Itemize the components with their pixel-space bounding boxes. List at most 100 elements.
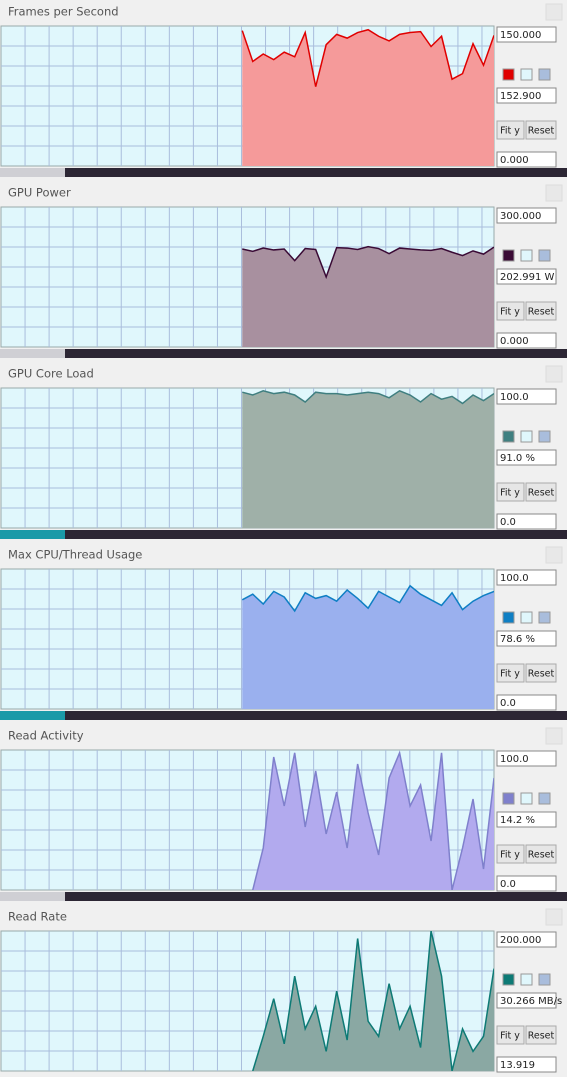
- color-swatch[interactable]: [502, 973, 515, 986]
- grid-swatch[interactable]: [538, 430, 551, 443]
- grid-swatch[interactable]: [538, 249, 551, 262]
- series-inner: [242, 245, 494, 347]
- series-area: [242, 585, 494, 709]
- divider-accent: [0, 892, 65, 901]
- current-label-box: [496, 811, 557, 828]
- min-label: 0.000: [500, 155, 529, 166]
- series-line: [241, 584, 494, 613]
- series: [252, 931, 494, 1071]
- reset-button[interactable]: [525, 1025, 557, 1045]
- current-label: 30.266 MB/s: [500, 996, 562, 1007]
- panel: Read Rate 200.000 30.266 MB/s 13.919 Fit y Re…: [0, 908, 563, 1073]
- series-line: [252, 931, 494, 1071]
- reset-text[interactable]: Reset: [528, 488, 555, 499]
- bg-swatch[interactable]: [520, 611, 533, 624]
- min-label-box: [496, 694, 557, 711]
- reset-text[interactable]: Reset: [528, 850, 555, 861]
- current-label: 91.0 %: [500, 453, 535, 464]
- divider: [0, 349, 567, 358]
- max-label: 300.000: [500, 211, 541, 222]
- max-label-box: [496, 750, 557, 767]
- series-area: [252, 931, 494, 1071]
- min-label-box: [496, 151, 557, 168]
- fit-button[interactable]: [496, 663, 525, 683]
- reset-button[interactable]: [525, 844, 557, 864]
- panel: GPU Core Load 100.0 91.0 % 0.0 Fit y Reset: [0, 365, 567, 539]
- panel: GPU Power 300.000 202.991 W 0.000 Fit y Reset: [0, 184, 567, 358]
- close-button[interactable]: [545, 3, 563, 21]
- series-line: [242, 389, 494, 405]
- fit-button[interactable]: [496, 844, 525, 864]
- reset-text[interactable]: Reset: [528, 1031, 555, 1042]
- series-inner: [242, 389, 494, 528]
- color-swatch[interactable]: [502, 792, 515, 805]
- close-button[interactable]: [545, 908, 563, 926]
- fit-text[interactable]: Fit y: [500, 669, 520, 680]
- color-swatch[interactable]: [502, 68, 515, 81]
- max-label-box: [496, 388, 557, 405]
- fit-text[interactable]: Fit y: [500, 126, 520, 137]
- series-line: [241, 28, 494, 87]
- series-inner: [252, 931, 494, 1071]
- bg-swatch[interactable]: [520, 249, 533, 262]
- reset-button[interactable]: [525, 120, 557, 140]
- bg-swatch[interactable]: [520, 68, 533, 81]
- divider-accent: [0, 711, 65, 720]
- current-label: 14.2 %: [500, 815, 535, 826]
- panel: Read Activity 100.0 14.2 % 0.0 Fit y Reset: [0, 727, 567, 901]
- current-label: 152.900: [500, 91, 541, 102]
- fit-text[interactable]: Fit y: [500, 488, 520, 499]
- current-label-box: [496, 268, 557, 285]
- grid-swatch[interactable]: [538, 973, 551, 986]
- panel-title: Max CPU/Thread Usage: [8, 548, 142, 562]
- reset-button[interactable]: [525, 482, 557, 502]
- series-area: [242, 29, 494, 166]
- fit-text[interactable]: Fit y: [500, 1031, 520, 1042]
- color-swatch[interactable]: [502, 430, 515, 443]
- grid-swatch[interactable]: [538, 792, 551, 805]
- divider: [0, 892, 567, 901]
- min-label: 0.0: [500, 517, 516, 528]
- series-inner: [241, 28, 494, 166]
- close-button[interactable]: [545, 365, 563, 383]
- divider: [0, 530, 567, 539]
- max-label-box: [496, 569, 557, 586]
- series: [252, 750, 494, 890]
- color-swatch[interactable]: [502, 611, 515, 624]
- bg-swatch[interactable]: [520, 430, 533, 443]
- divider-accent: [0, 530, 65, 539]
- min-label: 13.919: [500, 1060, 535, 1071]
- current-label-box: [496, 449, 557, 466]
- series-inner: [241, 584, 494, 709]
- fit-button[interactable]: [496, 1025, 525, 1045]
- reset-text[interactable]: Reset: [528, 126, 555, 137]
- reset-button[interactable]: [525, 663, 557, 683]
- current-label-box: [496, 87, 557, 104]
- grid-swatch[interactable]: [538, 68, 551, 81]
- reset-text[interactable]: Reset: [528, 307, 555, 318]
- fit-text[interactable]: Fit y: [500, 307, 520, 318]
- fit-button[interactable]: [496, 301, 525, 321]
- color-swatch[interactable]: [502, 249, 515, 262]
- close-button[interactable]: [545, 727, 563, 745]
- reset-text[interactable]: Reset: [528, 669, 555, 680]
- fit-button[interactable]: [496, 120, 525, 140]
- fit-button[interactable]: [496, 482, 525, 502]
- close-button[interactable]: [545, 546, 563, 564]
- series: [241, 584, 494, 709]
- min-label-box: [496, 875, 557, 892]
- fit-text[interactable]: Fit y: [500, 850, 520, 861]
- series-inner: [252, 750, 494, 890]
- reset-button[interactable]: [525, 301, 557, 321]
- max-label: 100.0: [500, 754, 529, 765]
- close-button[interactable]: [545, 184, 563, 202]
- bg-swatch[interactable]: [520, 792, 533, 805]
- divider: [0, 711, 567, 720]
- grid-swatch[interactable]: [538, 611, 551, 624]
- divider-accent: [0, 349, 65, 358]
- bg-swatch[interactable]: [520, 973, 533, 986]
- current-label-box: [496, 992, 557, 1009]
- max-label: 100.0: [500, 392, 529, 403]
- series: [242, 245, 494, 347]
